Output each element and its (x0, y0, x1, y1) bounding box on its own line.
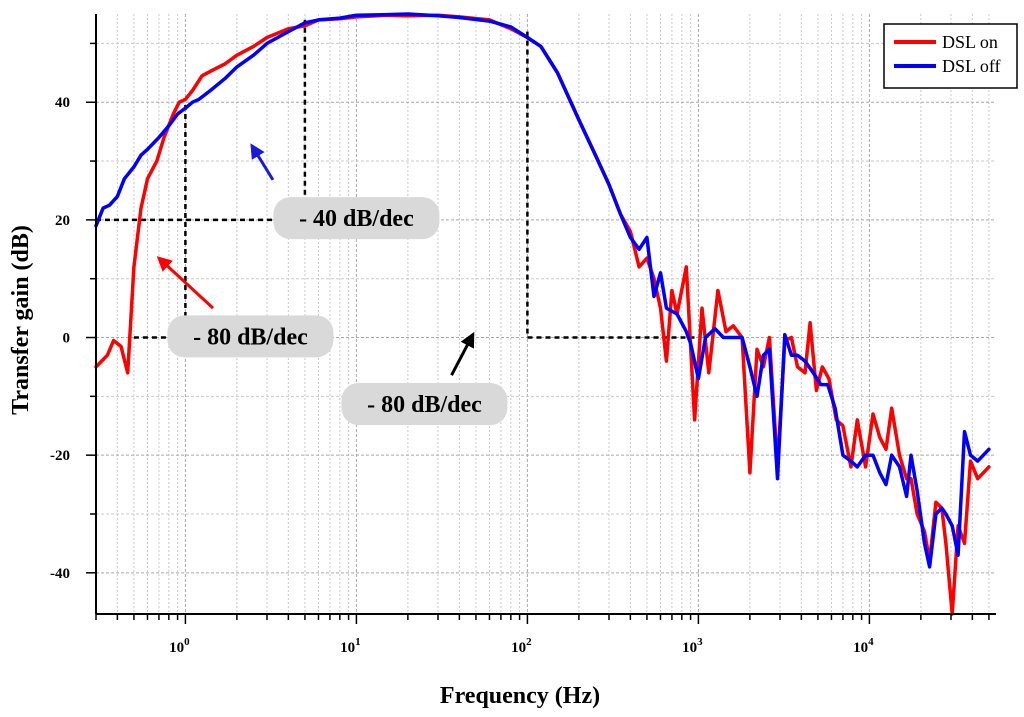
tick-labels: 100 101 102 103 104 40 20 0 -20 -40 (50, 95, 874, 656)
annotation-40db-dec-label: - 40 dB/dec (299, 206, 414, 232)
guide-high (526, 31, 699, 339)
series-lines (94, 12, 991, 616)
axes (86, 14, 996, 624)
y-tick-label: -20 (50, 448, 70, 464)
annotation-80db-dec-high-label: - 80 dB/dec (367, 392, 482, 418)
annotation-80db-dec-low-label: - 80 dB/dec (193, 324, 308, 350)
x-tick-label: 104 (853, 636, 874, 656)
annotations: - 40 dB/dec - 80 dB/dec - 80 dB/dec (156, 143, 508, 425)
y-axis-title: Transfer gain (dB) (8, 225, 34, 415)
y-tick-label: -40 (50, 566, 70, 582)
y-tick-label: 0 (63, 331, 71, 347)
y-tick-label: 20 (55, 213, 70, 229)
legend: DSL on DSL off (883, 23, 1018, 89)
guide-low-stop (133, 102, 187, 339)
annotation-80db-dec-low-box (167, 315, 334, 358)
annotation-80db-dec-high-box (341, 383, 508, 425)
y-tick-label: 40 (55, 95, 70, 111)
x-tick-label: 101 (340, 636, 361, 656)
x-tick-label: 100 (169, 636, 190, 656)
series-line-dsl-off (94, 12, 991, 569)
guide-low-20db (96, 19, 307, 222)
x-axis-title: Frequency (Hz) (440, 683, 600, 709)
annotation-40db-dec-arrow (250, 143, 275, 181)
x-tick-label: 102 (511, 636, 532, 656)
legend-label-dsl-on: DSL on (942, 32, 998, 52)
legend-box (883, 23, 1018, 89)
legend-label-dsl-off: DSL off (942, 56, 1001, 76)
x-tick-label: 103 (682, 636, 703, 656)
annotation-40db-dec-box (273, 197, 440, 240)
grid (95, 14, 996, 614)
annotation-80db-dec-high-arrow (450, 331, 475, 376)
annotation-80db-dec-low-arrow (156, 256, 215, 310)
series-line-dsl-on (94, 13, 991, 616)
